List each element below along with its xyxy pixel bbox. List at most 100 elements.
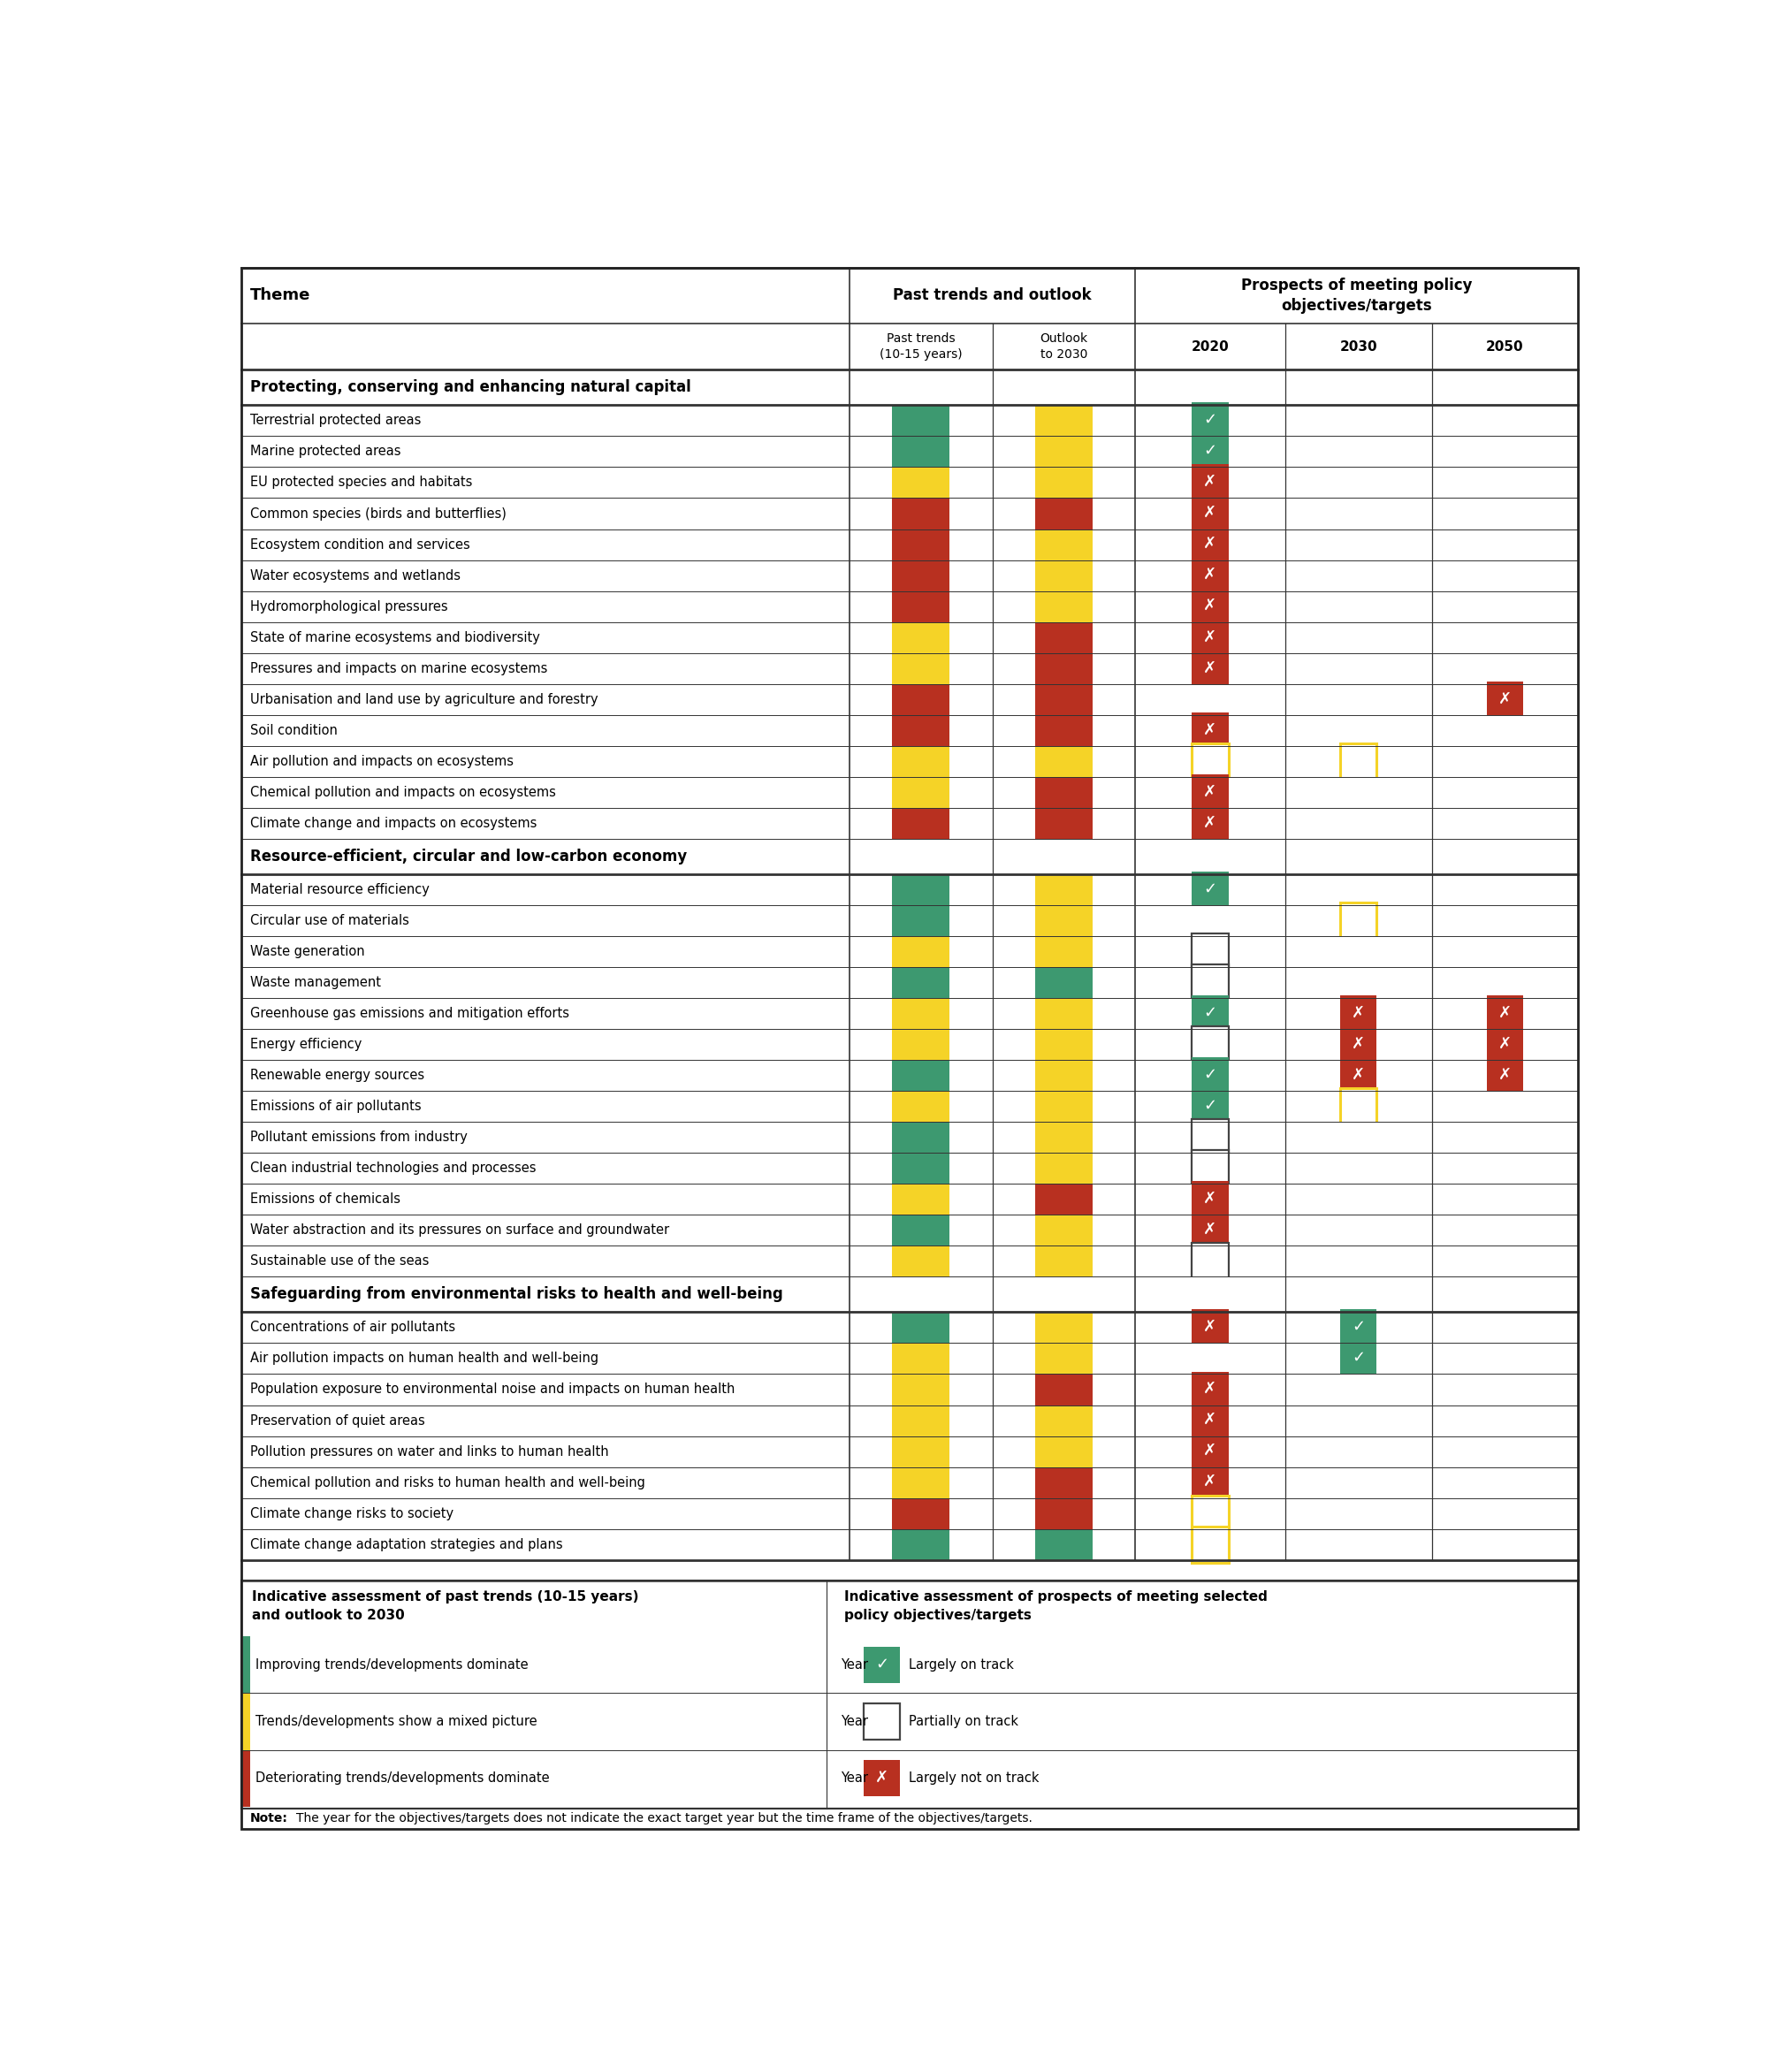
Text: ✓: ✓ (1353, 1320, 1365, 1334)
Text: ✗: ✗ (1204, 1411, 1216, 1428)
Text: ✗: ✗ (1204, 721, 1216, 738)
Text: Largely on track: Largely on track (909, 1658, 1015, 1672)
Text: Waste generation: Waste generation (251, 945, 364, 957)
Text: Year: Year (840, 1772, 868, 1784)
Bar (242, 1693, 249, 1751)
Bar (1192, 995, 1229, 1032)
Text: EU protected species and habitats: EU protected species and habitats (251, 477, 472, 489)
Text: Deteriorating trends/developments dominate: Deteriorating trends/developments domina… (255, 1772, 550, 1784)
Bar (242, 1276, 1577, 1312)
Bar (893, 1343, 949, 1374)
Bar (1192, 713, 1229, 748)
Text: ✗: ✗ (1204, 599, 1216, 613)
Bar (1036, 874, 1093, 905)
Text: Improving trends/developments dominate: Improving trends/developments dominate (255, 1658, 529, 1672)
Text: ✓: ✓ (875, 1656, 888, 1672)
Bar (893, 1245, 949, 1276)
Bar (1036, 968, 1093, 999)
Text: ✗: ✗ (1204, 1380, 1216, 1397)
Text: Note:: Note: (249, 1813, 288, 1823)
Bar (893, 1405, 949, 1436)
Text: 2020: 2020 (1192, 340, 1229, 354)
Bar (1192, 1181, 1229, 1218)
Bar (1036, 1152, 1093, 1183)
Text: ✗: ✗ (1204, 1222, 1216, 1237)
Bar (242, 874, 1577, 905)
Bar (1340, 1310, 1377, 1345)
Bar (1036, 406, 1093, 437)
Bar (242, 1405, 1577, 1436)
Text: ✓: ✓ (1204, 1098, 1216, 1115)
Bar (893, 1030, 949, 1061)
Bar (1192, 934, 1229, 970)
Bar (1036, 777, 1093, 808)
Bar (242, 653, 1577, 684)
Text: Preservation of quiet areas: Preservation of quiet areas (251, 1413, 426, 1428)
Bar (1192, 1057, 1229, 1094)
Text: ✗: ✗ (1497, 690, 1512, 707)
Text: Climate change and impacts on ecosystems: Climate change and impacts on ecosystems (251, 816, 537, 831)
Bar (893, 1529, 949, 1560)
Bar (1192, 402, 1229, 439)
Bar (893, 591, 949, 622)
Text: Protecting, conserving and enhancing natural capital: Protecting, conserving and enhancing nat… (249, 379, 691, 396)
Bar (242, 777, 1577, 808)
Bar (893, 466, 949, 497)
Text: Renewable energy sources: Renewable energy sources (251, 1069, 424, 1082)
Bar (1036, 528, 1093, 559)
Text: Clean industrial technologies and processes: Clean industrial technologies and proces… (251, 1162, 536, 1175)
Bar (1036, 466, 1093, 497)
Text: Material resource efficiency: Material resource efficiency (251, 883, 430, 897)
Bar (893, 497, 949, 528)
Bar (1192, 495, 1229, 533)
Bar (1036, 1061, 1093, 1092)
Bar (1036, 1529, 1093, 1560)
Text: Pollutant emissions from industry: Pollutant emissions from industry (251, 1131, 469, 1144)
Bar (242, 1436, 1577, 1467)
Bar (242, 528, 1577, 559)
Text: ✗: ✗ (1497, 1036, 1512, 1053)
Text: Marine protected areas: Marine protected areas (251, 445, 401, 458)
Bar (893, 437, 949, 466)
Text: ✓: ✓ (1204, 412, 1216, 429)
Bar (1192, 526, 1229, 564)
Bar (242, 1092, 1577, 1121)
Text: Indicative assessment of prospects of meeting selected
policy objectives/targets: Indicative assessment of prospects of me… (843, 1591, 1268, 1622)
Bar (1192, 775, 1229, 810)
Bar (1036, 1498, 1093, 1529)
Bar (1036, 437, 1093, 466)
Text: Waste management: Waste management (251, 976, 382, 988)
Bar (242, 746, 1577, 777)
Text: ✓: ✓ (1204, 1005, 1216, 1021)
Text: Air pollution impacts on human health and well-being: Air pollution impacts on human health an… (251, 1351, 599, 1365)
Bar (1192, 744, 1229, 779)
Bar (1192, 806, 1229, 841)
Text: Resource-efficient, circular and low-carbon economy: Resource-efficient, circular and low-car… (249, 850, 686, 864)
Bar (1340, 1341, 1377, 1376)
Bar (1036, 715, 1093, 746)
Text: ✗: ✗ (1353, 1005, 1365, 1021)
Bar (893, 1374, 949, 1405)
Text: Climate change adaptation strategies and plans: Climate change adaptation strategies and… (251, 1537, 562, 1552)
Bar (242, 437, 1577, 466)
Bar (242, 937, 1577, 968)
Bar (893, 1312, 949, 1343)
Bar (863, 1759, 900, 1796)
Bar (893, 684, 949, 715)
Text: Indicative assessment of past trends (10-15 years)
and outlook to 2030: Indicative assessment of past trends (10… (251, 1591, 638, 1622)
Text: Air pollution and impacts on ecosystems: Air pollution and impacts on ecosystems (251, 754, 514, 769)
Text: Sustainable use of the seas: Sustainable use of the seas (251, 1256, 430, 1268)
Text: ✗: ✗ (1353, 1067, 1365, 1084)
Bar (1036, 746, 1093, 777)
Bar (1036, 1343, 1093, 1374)
Text: Past trends and outlook: Past trends and outlook (893, 288, 1091, 305)
Text: ✗: ✗ (1497, 1005, 1512, 1021)
Bar (1192, 464, 1229, 501)
Bar (1340, 1026, 1377, 1063)
Bar (1036, 1312, 1093, 1343)
Bar (242, 1374, 1577, 1405)
Bar (1192, 1150, 1229, 1187)
Bar (863, 1703, 900, 1740)
Text: Past trends
(10-15 years): Past trends (10-15 years) (879, 332, 962, 361)
Bar (242, 267, 1577, 323)
